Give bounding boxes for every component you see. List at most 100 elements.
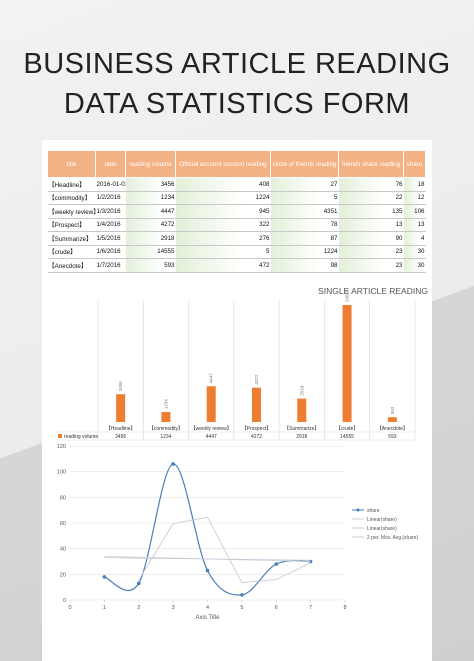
table-row: 【Prospect】 1/4/2016 4272 322 78 13 13	[47, 218, 426, 232]
table-cell: 13	[403, 218, 426, 232]
table-cell: 276	[175, 231, 271, 246]
table-cell: 135	[338, 204, 404, 219]
category-label: 【Anecdote】	[377, 426, 408, 432]
table-value: 2918	[296, 434, 307, 440]
table-cell: 【Summarize】	[47, 231, 96, 246]
table-cell: 1224	[270, 245, 339, 259]
point	[136, 581, 141, 586]
y-tick-label: 80	[60, 495, 66, 501]
table-cell: 87	[270, 231, 339, 246]
x-axis-title: Axis Title	[195, 615, 220, 621]
table-cell: 【commodity】	[47, 191, 96, 205]
bar	[297, 398, 307, 422]
table-cell: 13	[338, 218, 404, 232]
header-cell: reading volume	[125, 150, 176, 178]
header-cell: Official account session reading	[175, 150, 271, 178]
x-tick-label: 1	[103, 605, 106, 611]
category-label: 【Summarize】	[284, 426, 319, 432]
series-line	[138, 516, 311, 584]
table-cell: 2918	[125, 231, 176, 246]
table-cell: 1/7/2016	[95, 258, 126, 273]
table-cell: 4272	[125, 218, 176, 232]
table-value: 1234	[160, 434, 171, 440]
data-label: 3456	[118, 381, 123, 392]
table-cell: 472	[175, 258, 271, 273]
chart-title: SINGLE ARTICLE READING	[318, 286, 428, 296]
data-label: 593	[390, 406, 395, 414]
table-cell: 322	[175, 218, 271, 232]
title-line: DATA STATISTICS FORM	[63, 88, 411, 120]
legend-swatch	[58, 434, 62, 438]
x-tick-label: 2	[137, 605, 140, 611]
table-cell: 1224	[175, 191, 271, 205]
table-cell: 23	[338, 258, 404, 273]
category-label: 【commodity】	[149, 426, 183, 432]
table-cell: 14555	[125, 245, 176, 259]
header-cell: share	[403, 150, 426, 178]
header-cell: friends share reading	[338, 150, 404, 178]
table-cell: 23	[338, 245, 404, 259]
table-cell: 【Headline】	[47, 177, 96, 192]
table-cell: 408	[175, 177, 271, 192]
point	[274, 562, 279, 566]
data-label: 1234	[163, 399, 168, 410]
legend-label: Linear(share)	[367, 526, 397, 532]
table-cell: 【crude】	[47, 245, 96, 259]
table-cell: 4	[403, 231, 426, 246]
legend-marker	[356, 508, 360, 512]
point	[205, 568, 210, 573]
y-tick-label: 100	[57, 470, 66, 476]
table-row: 【weekly review】 1/3/2016 4447 945 4351 135 106	[47, 204, 426, 219]
series-line	[104, 557, 311, 561]
data-label: 2918	[299, 385, 304, 396]
table-cell: 1/3/2016	[95, 204, 126, 219]
table-cell: 1/5/2016	[95, 231, 126, 246]
series-line	[104, 463, 311, 596]
data-label: 4272	[254, 374, 259, 385]
bar	[116, 394, 126, 422]
x-tick-label: 3	[172, 605, 175, 611]
table-cell: 76	[338, 177, 404, 192]
table-row: 【Anecdote】 1/7/2016 593 472 98 23 30	[47, 258, 426, 273]
bar	[206, 386, 216, 422]
table-cell: 5	[270, 191, 339, 205]
table-cell: 4351	[270, 204, 339, 219]
table-cell: 【Anecdote】	[47, 258, 96, 273]
data-label: 4447	[209, 373, 214, 384]
table-cell: 1/6/2016	[95, 245, 126, 259]
header-cell: title	[47, 150, 96, 178]
x-tick-label: 7	[309, 605, 312, 611]
table-cell: 106	[403, 204, 426, 219]
legend-label: Linear(share)	[367, 517, 397, 523]
x-tick-label: 0	[68, 605, 71, 611]
title-line: BUSINESS ARTICLE READING	[23, 48, 451, 80]
table-row: 【Summarize】 1/5/2016 2918 276 87 90 4	[47, 231, 426, 246]
x-tick-label: 6	[275, 605, 278, 611]
table-cell: 593	[125, 258, 176, 273]
table-value: 4447	[206, 434, 217, 440]
point	[171, 462, 175, 466]
category-label: 【crude】	[336, 426, 359, 432]
bar	[161, 412, 171, 422]
table-cell: 12	[403, 191, 426, 205]
bar	[252, 387, 261, 422]
category-label: 【weekly review】	[191, 426, 232, 432]
table-row: 【crude】 1/6/2016 14555 5 1224 23 30	[47, 245, 426, 259]
table-cell: 78	[270, 218, 339, 232]
table-cell: 1/4/2016	[95, 218, 126, 232]
legend-label: reading volume	[64, 434, 98, 440]
table-cell: 【Prospect】	[47, 218, 96, 232]
header-cell: date	[95, 150, 126, 178]
x-tick-label: 5	[240, 605, 243, 611]
table-cell: 90	[338, 231, 404, 246]
table-row: 【commodity】 1/2/2016 1234 1224 5 22 12	[47, 191, 426, 205]
point	[102, 575, 107, 579]
point	[240, 593, 244, 597]
table-cell: 2016-01-01	[95, 177, 126, 192]
data-table: title date reading volume Official account …	[47, 150, 426, 273]
bar	[387, 417, 397, 422]
table-cell: 22	[338, 191, 404, 205]
table-cell: 27	[270, 177, 339, 192]
table-cell: 3456	[125, 177, 176, 192]
